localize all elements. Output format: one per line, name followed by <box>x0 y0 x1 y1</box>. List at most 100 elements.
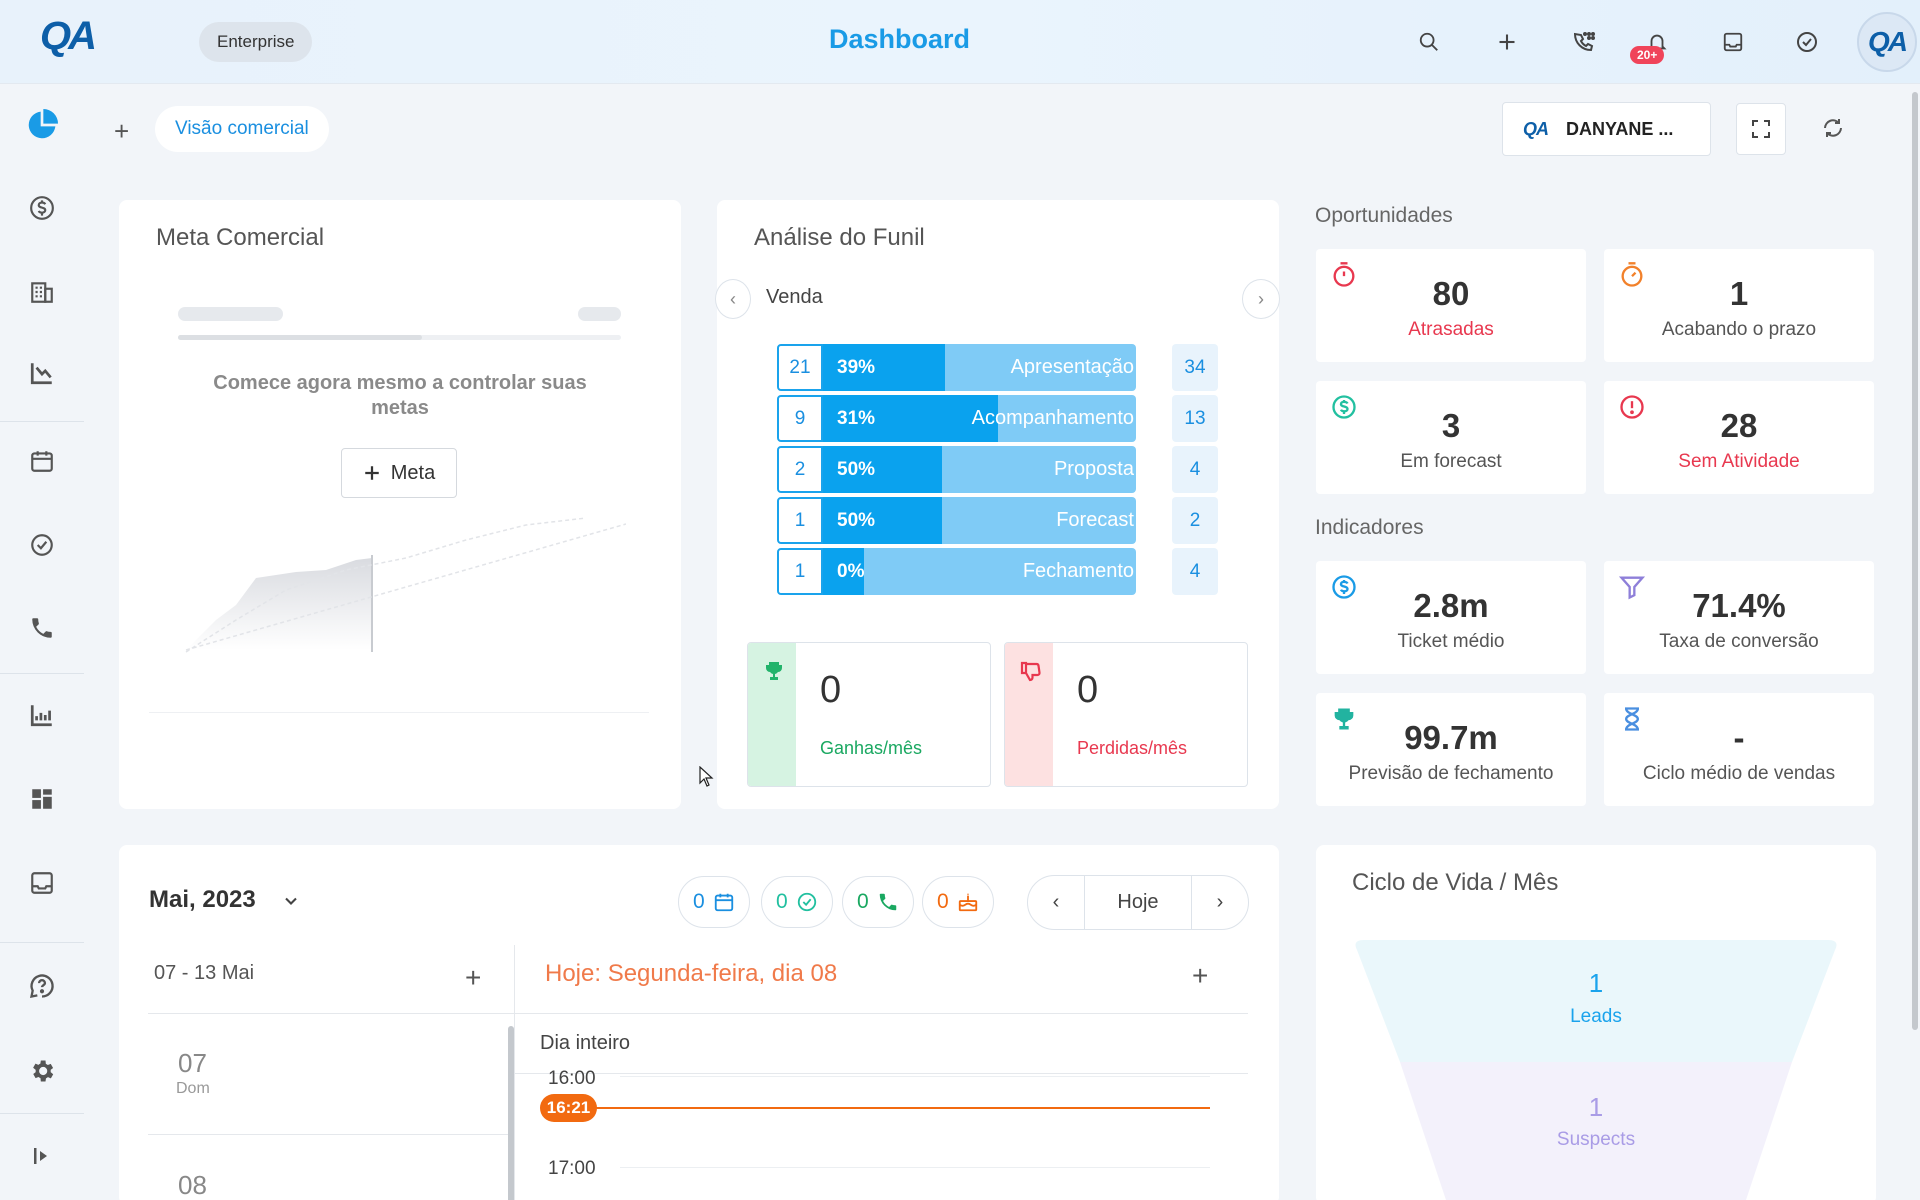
user-selector[interactable]: QA DANYANE ... <box>1502 102 1711 156</box>
month-dropdown-chevron-icon[interactable] <box>281 891 301 916</box>
placeholder-chart <box>185 517 626 653</box>
week-scrollbar[interactable] <box>508 1026 514 1200</box>
page-scrollbar[interactable] <box>1912 92 1918 1030</box>
oportunidade-card-atrasadas[interactable]: 80 Atrasadas <box>1316 249 1586 362</box>
app-logo[interactable]: QA <box>40 14 97 58</box>
phone-dialpad-icon[interactable] <box>1563 22 1603 62</box>
analytics-chart-icon[interactable] <box>22 695 62 735</box>
day-number[interactable]: 07 <box>178 1048 207 1078</box>
expand-sidebar-icon[interactable] <box>22 1136 62 1176</box>
perdidas-card[interactable]: 0 Perdidas/mês <box>1004 642 1248 787</box>
today-title: Hoje: Segunda-feira, dia 08 <box>545 960 838 987</box>
funnel-stage-row[interactable]: 2 50% Proposta 4 <box>777 446 1218 493</box>
add-event-week-button[interactable]: + <box>465 962 482 993</box>
search-icon[interactable] <box>1409 22 1449 62</box>
lifecycle-label: Suspects <box>1556 1129 1636 1150</box>
check-circle-icon[interactable] <box>1787 22 1827 62</box>
notification-count-badge: 20+ <box>1630 46 1665 64</box>
pie-chart-icon[interactable] <box>22 105 62 145</box>
inbox-tray-icon[interactable] <box>22 863 62 903</box>
stage-bar-fill <box>823 395 999 442</box>
dollar-circle-icon <box>1332 395 1356 419</box>
funnel-stage-row[interactable]: 9 31% Acompanhamento 13 <box>777 395 1218 442</box>
add-icon[interactable] <box>1487 22 1527 62</box>
stage-total: 34 <box>1172 344 1218 391</box>
help-icon[interactable] <box>22 966 62 1006</box>
add-meta-button[interactable]: Meta <box>341 448 457 498</box>
settings-gear-icon[interactable] <box>22 1051 62 1091</box>
oportunidade-card-sem-atividade[interactable]: 28 Sem Atividade <box>1604 381 1874 494</box>
inbox-icon[interactable] <box>1713 22 1753 62</box>
stage-percent: 39% <box>837 357 876 378</box>
stage-bar: 50% Forecast <box>823 497 1136 544</box>
card-label: Em forecast <box>1400 451 1502 472</box>
tasks-count-chip[interactable]: 0 <box>761 876 833 928</box>
dollar-icon[interactable] <box>22 188 62 228</box>
plus-icon <box>365 466 379 480</box>
stage-bar-fill <box>823 548 864 595</box>
indicador-card-ticket[interactable]: 2.8m Ticket médio <box>1316 561 1586 674</box>
birthdays-count-chip[interactable]: 0 <box>922 876 994 928</box>
oportunidades-title: Oportunidades <box>1315 204 1453 227</box>
add-meta-label: Meta <box>390 461 436 484</box>
fullscreen-button[interactable] <box>1736 103 1786 155</box>
building-icon[interactable] <box>22 272 62 312</box>
funnel-stage-row[interactable]: 1 50% Forecast 2 <box>777 497 1218 544</box>
dollar-circle-icon <box>1332 575 1356 599</box>
oportunidade-card-acabando[interactable]: 1 Acabando o prazo <box>1604 249 1874 362</box>
mouse-cursor-icon <box>699 766 714 787</box>
perdidas-value: 0 <box>1077 669 1099 711</box>
card-value: 28 <box>1720 407 1758 444</box>
phone-icon[interactable] <box>22 608 62 648</box>
task-check-icon[interactable] <box>22 525 62 565</box>
stage-percent: 0% <box>837 561 865 582</box>
widgets-icon[interactable] <box>22 779 62 819</box>
card-label: Atrasadas <box>1408 319 1494 340</box>
stage-count: 9 <box>777 395 823 442</box>
funil-title: Análise do Funil <box>754 224 925 251</box>
stage-count: 21 <box>777 344 823 391</box>
stage-percent: 31% <box>837 408 876 429</box>
day-number[interactable]: 08 <box>178 1170 207 1200</box>
calls-count-chip[interactable]: 0 <box>842 876 914 928</box>
stage-total: 2 <box>1172 497 1218 544</box>
stage-percent: 50% <box>837 510 876 531</box>
refresh-icon[interactable] <box>1821 116 1845 145</box>
calendar-icon[interactable] <box>22 441 62 481</box>
tab-visao-comercial[interactable]: Visão comercial <box>155 106 329 152</box>
day-name: Dom <box>176 1080 210 1097</box>
stage-bar-fill <box>823 446 942 493</box>
add-event-day-button[interactable]: + <box>1192 960 1209 991</box>
stage-label: Fechamento <box>1022 560 1134 582</box>
cake-icon <box>958 893 977 912</box>
stage-label: Forecast <box>1056 509 1134 531</box>
funnel-stage-row[interactable]: 1 0% Fechamento 4 <box>777 548 1218 595</box>
pipeline-prev-button[interactable]: ‹ <box>715 279 751 319</box>
timer-icon <box>1621 262 1643 287</box>
card-value: 3 <box>1441 407 1461 444</box>
stage-label: Proposta <box>1053 458 1134 480</box>
calendar-today-button[interactable]: Hoje <box>1084 875 1192 930</box>
events-count-chip[interactable]: 0 <box>678 876 750 928</box>
indicador-card-ciclo[interactable]: - Ciclo médio de vendas <box>1604 693 1874 806</box>
indicador-card-conversao[interactable]: 71.4% Taxa de conversão <box>1604 561 1874 674</box>
skeleton-bar <box>178 307 283 321</box>
oportunidade-card-forecast[interactable]: 3 Em forecast <box>1316 381 1586 494</box>
lifecycle-label: Leads <box>1570 1006 1622 1027</box>
calendar-prev-button[interactable]: ‹ <box>1027 875 1085 930</box>
ganhas-label: Ganhas/mês <box>820 738 923 758</box>
indicador-card-previsao[interactable]: 99.7m Previsão de fechamento <box>1316 693 1586 806</box>
card-value: 71.4% <box>1692 587 1786 624</box>
pipeline-next-button[interactable]: › <box>1242 279 1280 319</box>
line-chart-down-icon[interactable] <box>22 353 62 393</box>
stage-total: 4 <box>1172 548 1218 595</box>
ganhas-card[interactable]: 0 Ganhas/mês <box>747 642 991 787</box>
stage-bar-fill <box>823 344 946 391</box>
add-view-button[interactable]: + <box>114 116 130 146</box>
stage-count: 2 <box>777 446 823 493</box>
hour-label: 17:00 <box>548 1158 596 1179</box>
card-label: Acabando o prazo <box>1661 319 1817 340</box>
calendar-next-button[interactable]: › <box>1191 875 1249 930</box>
funnel-stage-row[interactable]: 21 39% Apresentação 34 <box>777 344 1218 391</box>
user-avatar[interactable]: QA <box>1857 12 1917 72</box>
